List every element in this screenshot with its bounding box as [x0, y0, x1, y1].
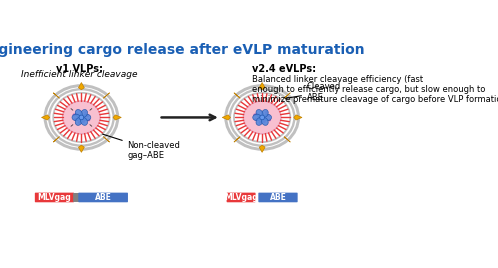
Text: v2.4 eVLPs:: v2.4 eVLPs: — [252, 64, 316, 74]
Ellipse shape — [254, 118, 257, 121]
Text: Cleaved
ABE: Cleaved ABE — [285, 82, 341, 102]
Ellipse shape — [253, 114, 256, 117]
Polygon shape — [41, 115, 50, 120]
Text: v1 VLPs:: v1 VLPs: — [56, 64, 103, 74]
FancyBboxPatch shape — [227, 193, 255, 202]
Ellipse shape — [81, 110, 88, 117]
Ellipse shape — [261, 118, 268, 125]
Ellipse shape — [265, 111, 268, 114]
Text: ABE: ABE — [269, 193, 286, 202]
Ellipse shape — [263, 120, 266, 123]
Ellipse shape — [244, 101, 281, 134]
Text: Inefficient linker cleavage: Inefficient linker cleavage — [21, 70, 137, 79]
Ellipse shape — [256, 110, 263, 117]
Ellipse shape — [82, 120, 85, 123]
Ellipse shape — [258, 121, 261, 124]
Ellipse shape — [78, 121, 81, 124]
Polygon shape — [104, 93, 110, 98]
Text: Non-cleaved
gag–ABE: Non-cleaved gag–ABE — [103, 134, 180, 160]
FancyBboxPatch shape — [35, 193, 74, 202]
Text: MLVgag: MLVgag — [224, 193, 258, 202]
Text: Balanced linker cleavage efficiency (fast
enough to efficiently release cargo, b: Balanced linker cleavage efficiency (fas… — [252, 75, 498, 105]
Ellipse shape — [253, 114, 261, 121]
Ellipse shape — [86, 114, 89, 117]
Ellipse shape — [75, 113, 78, 116]
Ellipse shape — [268, 118, 271, 121]
Polygon shape — [53, 93, 59, 98]
Ellipse shape — [63, 101, 100, 134]
Text: Engineering cargo release after eVLP maturation: Engineering cargo release after eVLP mat… — [0, 43, 365, 57]
Ellipse shape — [81, 118, 88, 125]
Ellipse shape — [73, 114, 76, 117]
Ellipse shape — [72, 114, 80, 121]
Ellipse shape — [260, 115, 264, 120]
Ellipse shape — [263, 114, 271, 121]
Polygon shape — [222, 115, 231, 120]
FancyBboxPatch shape — [73, 193, 79, 202]
Polygon shape — [113, 115, 122, 120]
Ellipse shape — [255, 113, 258, 116]
Ellipse shape — [75, 110, 82, 117]
FancyBboxPatch shape — [78, 193, 128, 202]
Ellipse shape — [83, 114, 91, 121]
Text: ABE: ABE — [95, 193, 112, 202]
Ellipse shape — [84, 111, 87, 114]
Ellipse shape — [74, 118, 77, 121]
Ellipse shape — [261, 110, 268, 117]
Ellipse shape — [256, 118, 263, 125]
Polygon shape — [234, 93, 240, 98]
Text: MLVgag: MLVgag — [38, 193, 71, 202]
Ellipse shape — [79, 115, 84, 120]
Polygon shape — [79, 83, 84, 90]
Polygon shape — [53, 137, 59, 142]
Polygon shape — [79, 145, 84, 152]
Polygon shape — [104, 137, 110, 142]
Polygon shape — [259, 145, 265, 152]
Ellipse shape — [267, 114, 270, 117]
Polygon shape — [294, 115, 302, 120]
Ellipse shape — [75, 118, 82, 125]
Polygon shape — [284, 137, 290, 142]
Polygon shape — [284, 93, 290, 98]
Ellipse shape — [87, 118, 90, 121]
FancyBboxPatch shape — [258, 193, 298, 202]
Polygon shape — [259, 83, 265, 90]
Polygon shape — [234, 137, 240, 142]
